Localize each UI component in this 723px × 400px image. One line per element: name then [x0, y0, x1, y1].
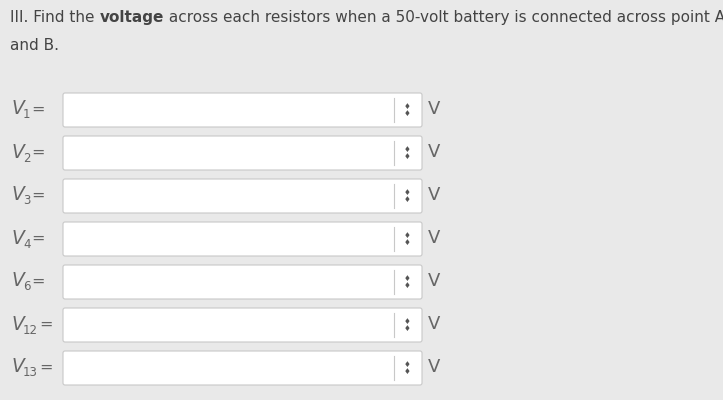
FancyBboxPatch shape [63, 308, 422, 342]
Text: 3: 3 [23, 194, 30, 208]
Text: =: = [39, 360, 53, 374]
Text: V: V [428, 315, 440, 333]
Text: =: = [31, 274, 45, 288]
Text: ♦
♦: ♦ ♦ [403, 231, 411, 247]
Text: ♦
♦: ♦ ♦ [403, 102, 411, 118]
Text: V: V [12, 272, 25, 290]
Text: III. Find the: III. Find the [10, 10, 99, 25]
Text: 13: 13 [23, 366, 38, 380]
FancyBboxPatch shape [63, 265, 422, 299]
Text: =: = [31, 188, 45, 202]
Text: and B.: and B. [10, 38, 59, 53]
FancyBboxPatch shape [63, 136, 422, 170]
Text: V: V [428, 143, 440, 161]
Text: =: = [31, 102, 45, 116]
Text: V: V [12, 100, 25, 118]
Text: V: V [428, 358, 440, 376]
Text: V: V [428, 100, 440, 118]
Text: 6: 6 [23, 280, 30, 294]
Text: voltage: voltage [99, 10, 163, 25]
FancyBboxPatch shape [63, 222, 422, 256]
Text: V: V [12, 228, 25, 248]
Text: 2: 2 [23, 152, 30, 164]
Text: =: = [31, 230, 45, 246]
FancyBboxPatch shape [63, 93, 422, 127]
Text: V: V [428, 186, 440, 204]
Text: 1: 1 [23, 108, 30, 122]
Text: =: = [31, 144, 45, 160]
Text: ♦
♦: ♦ ♦ [403, 145, 411, 161]
Text: V: V [12, 358, 25, 376]
Text: =: = [39, 316, 53, 332]
Text: V: V [428, 272, 440, 290]
FancyBboxPatch shape [63, 351, 422, 385]
Text: ♦
♦: ♦ ♦ [403, 274, 411, 290]
Text: across each resistors when a 50-volt battery is connected across point A: across each resistors when a 50-volt bat… [163, 10, 723, 25]
Text: ♦
♦: ♦ ♦ [403, 188, 411, 204]
Text: ♦
♦: ♦ ♦ [403, 317, 411, 333]
Text: 12: 12 [23, 324, 38, 336]
Text: ♦
♦: ♦ ♦ [403, 360, 411, 376]
FancyBboxPatch shape [63, 179, 422, 213]
Text: 4: 4 [23, 238, 30, 250]
Text: V: V [12, 142, 25, 162]
Text: V: V [12, 186, 25, 204]
Text: V: V [428, 229, 440, 247]
Text: V: V [12, 314, 25, 334]
